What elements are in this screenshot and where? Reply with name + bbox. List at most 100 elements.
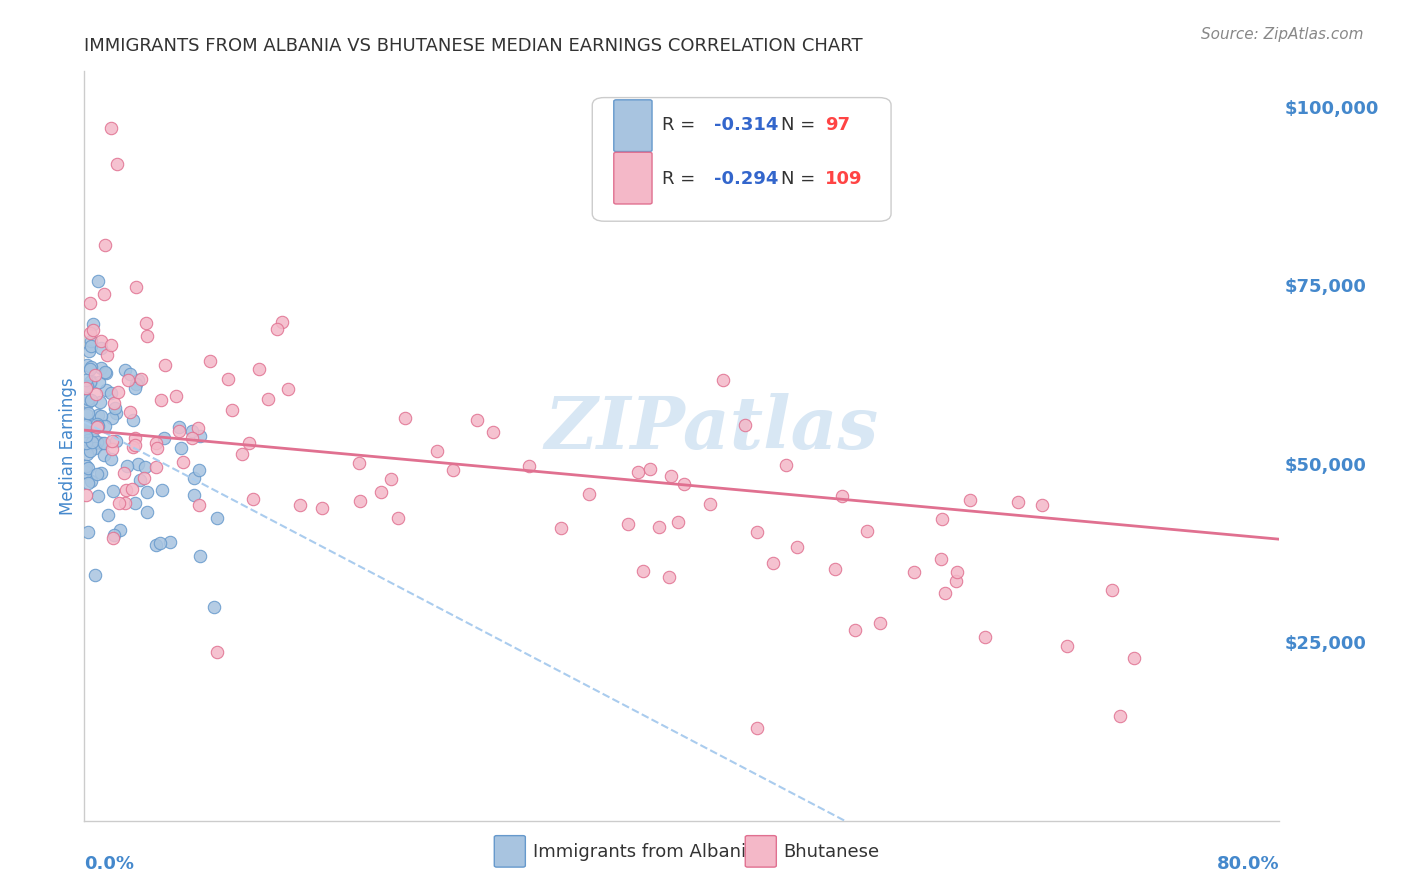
Point [136,329,159,343]
Point [100,121,122,136]
Point [120,367,142,381]
Point [441,463,464,477]
Point [86,434,108,449]
Text: IMMIGRANTS FROM ALBANIA VS BHUTANESE MEDIAN EARNINGS CORRELATION CHART: IMMIGRANTS FROM ALBANIA VS BHUTANESE MED… [84,37,863,54]
Point [127,373,149,387]
Point [661,469,683,483]
Point [387,511,409,525]
Point [76,525,98,540]
Point [105,157,128,171]
Point [79,296,101,310]
Point [465,413,488,427]
Point [75,381,97,395]
Point [75,428,97,442]
Text: 97: 97 [825,116,851,135]
Point [96,384,118,398]
Point [80,334,103,348]
Point [150,483,173,497]
Point [1123,651,1146,665]
Point [149,536,172,550]
Point [112,466,135,480]
Point [181,431,204,445]
Point [86,409,108,423]
FancyBboxPatch shape [495,836,526,867]
Point [79,326,101,341]
Point [934,586,956,600]
Point [207,645,229,659]
Point [747,524,769,539]
Point [290,498,312,512]
Point [77,344,100,359]
Point [207,511,229,525]
Point [82,323,104,337]
Point [170,442,193,456]
Point [120,404,142,418]
Point [711,373,734,387]
Point [145,538,167,552]
Point [117,458,139,473]
Point [482,425,505,439]
Point [277,382,299,396]
Point [188,549,211,564]
Point [77,395,100,409]
Point [856,524,879,539]
Point [76,446,98,460]
Point [426,443,449,458]
Point [127,457,149,471]
Point [90,436,112,450]
Text: 0.0%: 0.0% [84,855,135,873]
Point [103,528,125,542]
Point [946,565,969,579]
Point [86,418,108,433]
Point [824,562,846,576]
Point [616,516,638,531]
Point [132,471,155,485]
Point [86,417,108,432]
Point [266,321,288,335]
Point [84,567,107,582]
Point [135,316,157,330]
Point [97,508,120,523]
Point [117,373,139,387]
Point [762,557,785,571]
Point [658,570,681,584]
Point [122,441,145,455]
Point [131,372,153,386]
Point [114,362,136,376]
Point [1056,639,1078,653]
Point [77,475,100,490]
Text: Immigrants from Albania: Immigrants from Albania [533,843,756,861]
Point [1007,495,1029,509]
Point [77,433,100,447]
Point [172,455,194,469]
Text: N =: N = [782,169,821,187]
Point [134,459,156,474]
Point [311,500,333,515]
Point [699,497,721,511]
Point [124,381,146,395]
Point [101,410,124,425]
Point [82,434,104,449]
Point [105,406,128,420]
Point [844,623,866,637]
Point [1031,498,1053,512]
Point [90,466,112,480]
Point [83,441,105,455]
Point [945,574,967,589]
Point [221,403,243,417]
Point [198,354,221,368]
Point [167,424,190,438]
Point [929,552,952,566]
Text: R =: R = [662,116,700,135]
Point [82,317,104,331]
Point [394,411,416,425]
Point [86,467,108,481]
Point [90,334,112,348]
Point [101,434,124,449]
Point [973,630,995,644]
Point [103,396,125,410]
FancyBboxPatch shape [614,153,652,204]
Point [90,361,112,376]
Point [188,428,211,442]
Point [959,493,981,508]
